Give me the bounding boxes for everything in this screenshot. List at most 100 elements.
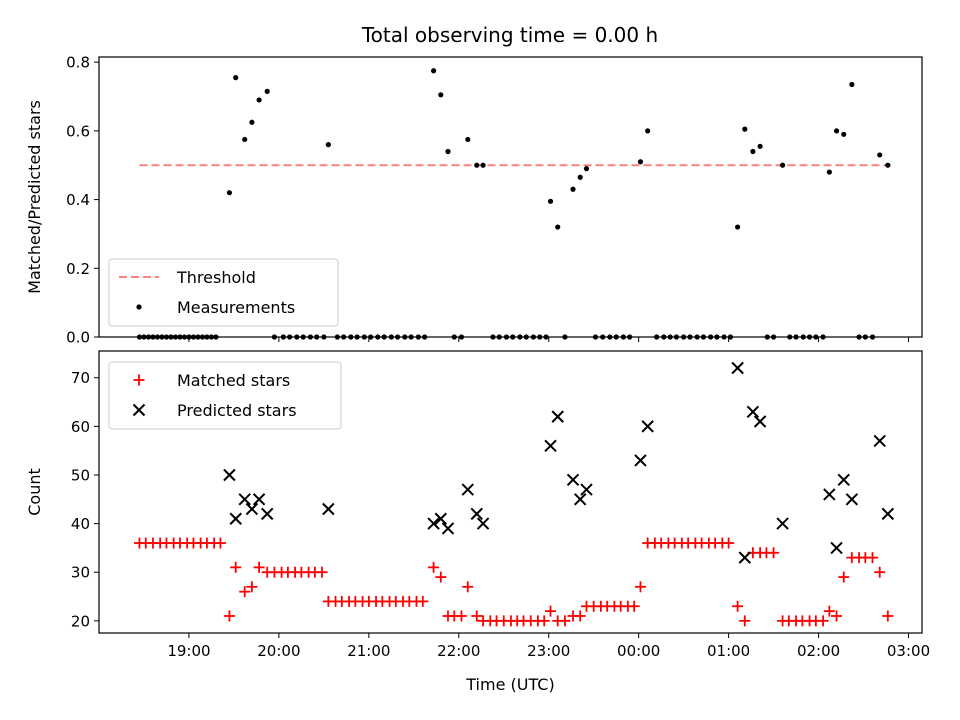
measurement-point <box>833 128 840 134</box>
predicted-star-point-b <box>461 483 474 496</box>
predicted-star-point <box>753 415 767 428</box>
predicted-star-point-b <box>634 454 647 467</box>
matched-star-point <box>882 610 894 622</box>
measurement-point <box>555 224 561 230</box>
matched-star-point <box>831 610 843 622</box>
measurement-point <box>264 88 270 94</box>
y-tick-label: 50 <box>71 466 90 484</box>
matched-star-point <box>455 610 467 622</box>
legend-predicted-label: Predicted stars <box>177 401 297 420</box>
predicted-star-point-b <box>544 439 557 453</box>
predicted-star-point-b <box>260 507 274 521</box>
predicted-star-point-b <box>837 473 850 487</box>
predicted-star-point-b <box>245 502 259 516</box>
predicted-star-point-b <box>229 512 242 525</box>
predicted-star-point-b <box>441 522 455 535</box>
measurement-point <box>735 224 741 230</box>
predicted-star-point-b <box>823 488 836 501</box>
legend-predicted-swatch <box>132 403 146 417</box>
legend-top-box <box>108 258 339 327</box>
measurement-point <box>465 136 471 143</box>
predicted-star-point-b <box>753 415 767 428</box>
y-tick-label: 0.4 <box>66 191 90 209</box>
measurement-point <box>242 136 248 143</box>
matched-star-point <box>768 547 780 559</box>
y-tick-label: 70 <box>71 369 90 387</box>
x-tick-label: 02:00 <box>797 642 840 660</box>
measurement-point <box>474 162 480 168</box>
measurement-point <box>249 119 255 125</box>
predicted-star-point <box>551 410 564 423</box>
predicted-star-point-b <box>746 405 760 418</box>
y-tick-label: 0.0 <box>66 329 90 347</box>
matched-star-point <box>214 537 226 549</box>
measurement-point <box>577 174 583 180</box>
predicted-star-point <box>738 551 752 564</box>
measurement-point <box>480 162 486 168</box>
predicted-star-point <box>260 507 274 521</box>
predicted-star-point <box>470 507 483 521</box>
legend-threshold-label: Threshold <box>176 268 256 287</box>
matched-star-point <box>538 615 550 627</box>
matched-star-point <box>634 581 646 593</box>
y-tick-label: 20 <box>71 612 90 630</box>
predicted-star-point-b <box>776 517 789 530</box>
predicted-star-point <box>427 517 440 530</box>
y-tick-label: 40 <box>71 515 90 533</box>
measurement-point <box>256 97 262 103</box>
predicted-star-point <box>238 493 251 506</box>
legend-bottom-box <box>108 361 342 430</box>
matched-star-point <box>817 615 829 627</box>
matched-star-point <box>867 552 879 564</box>
predicted-star-point-b <box>731 361 744 375</box>
x-tick-label: 00:00 <box>617 642 660 660</box>
predicted-star-point-b <box>738 551 752 564</box>
matched-star-point <box>545 605 557 617</box>
legend-matched-label: Matched stars <box>177 371 290 390</box>
x-tick-label: 20:00 <box>257 642 300 660</box>
measurement-point <box>430 68 437 74</box>
matched-star-point <box>239 586 251 598</box>
matched-star-point <box>230 561 242 573</box>
predicted-star-point-b <box>470 507 483 521</box>
legend-measurements-swatch <box>136 304 142 310</box>
predicted-star-point-b <box>476 517 490 530</box>
bottom-panel-counts: 19:00 20:00 21:00 22:00 23:00 00:00 01:00 02:00… <box>25 350 930 694</box>
measurement-point <box>570 186 576 192</box>
top-axes-frame <box>98 56 923 338</box>
predicted-star-point <box>837 473 850 487</box>
predicted-star-point-b <box>580 483 593 496</box>
measurement-point <box>637 159 644 165</box>
matched-star-point <box>838 571 850 583</box>
predicted-star-point-b <box>641 420 654 433</box>
predicted-star-point <box>641 420 654 433</box>
predicted-star-point-b <box>881 507 895 521</box>
matched-star-point <box>732 600 744 612</box>
measurement-point <box>841 131 847 137</box>
matched-star-point <box>723 537 735 549</box>
y-tick-label: 30 <box>71 564 90 582</box>
bottom-axes-frame <box>98 350 923 634</box>
top-panel-matched-ratio: 0.0 0.2 0.4 0.6 0.8 Matched/Predicted stars Th… <box>25 54 923 347</box>
measurement-point <box>583 166 590 172</box>
predicted-star-point <box>229 512 242 525</box>
predicted-star-point <box>461 483 474 496</box>
predicted-star-point <box>252 493 266 506</box>
matched-star-point <box>435 571 447 583</box>
y-tick-label: 0.8 <box>66 54 90 72</box>
legend-bottom: Matched stars Predicted stars <box>108 361 342 430</box>
x-tick-label: 23:00 <box>527 642 570 660</box>
predicted-star-point-b <box>830 541 843 555</box>
predicted-star-point <box>441 522 455 535</box>
predicted-star-point-b <box>238 493 251 506</box>
predicted-star-point <box>731 361 744 375</box>
x-tick-label: 19:00 <box>167 642 210 660</box>
matched-star-point <box>823 605 835 617</box>
matched-star-point <box>739 615 751 627</box>
predicted-star-point-b <box>427 517 440 530</box>
matched-star-point <box>316 566 328 578</box>
measurement-point <box>645 128 651 134</box>
predicted-star-point <box>823 488 836 501</box>
